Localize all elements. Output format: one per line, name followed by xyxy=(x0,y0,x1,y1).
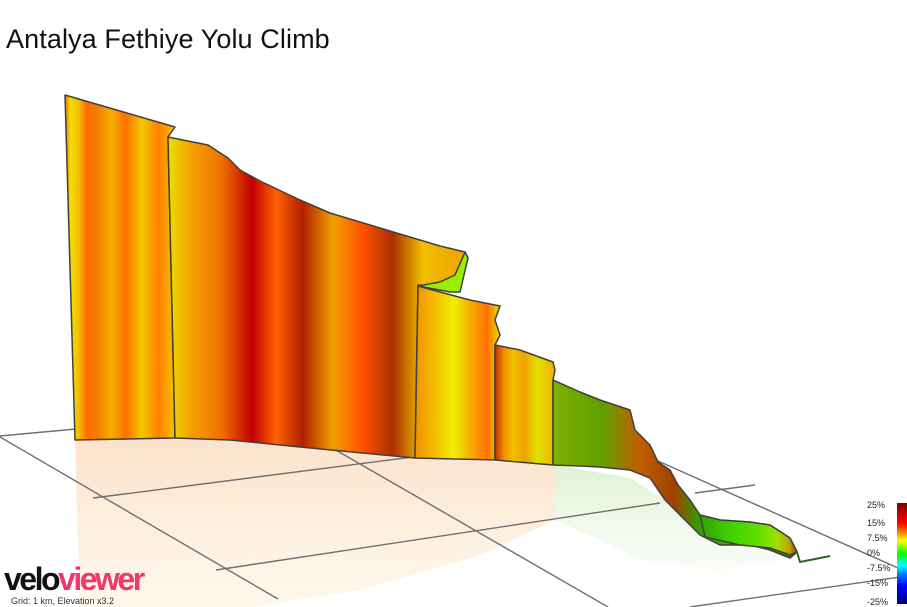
segment-3 xyxy=(414,285,501,461)
segment-end xyxy=(796,551,831,563)
legend-label: 7.5% xyxy=(867,533,888,543)
segment-3-back xyxy=(417,251,469,293)
segment-2 xyxy=(167,136,469,459)
legend-label: -7.5% xyxy=(867,563,891,573)
legend-color-bar xyxy=(897,503,907,604)
ground-grid xyxy=(0,428,907,607)
legend-label: -15% xyxy=(867,578,889,588)
legend-label: -25% xyxy=(867,597,889,607)
veloviewer-logo[interactable]: veloviewer xyxy=(4,561,145,597)
grid-caption: Grid: 1 km, Elevation x3.2 xyxy=(11,596,115,606)
legend-label: 25% xyxy=(867,500,886,510)
legend-label: 15% xyxy=(867,518,886,528)
segment-4 xyxy=(494,344,556,466)
profile-wall xyxy=(64,94,831,563)
page-title: Antalya Fethiye Yolu Climb xyxy=(6,24,330,54)
legend-label: 0% xyxy=(867,548,881,558)
segment-1 xyxy=(64,94,176,441)
